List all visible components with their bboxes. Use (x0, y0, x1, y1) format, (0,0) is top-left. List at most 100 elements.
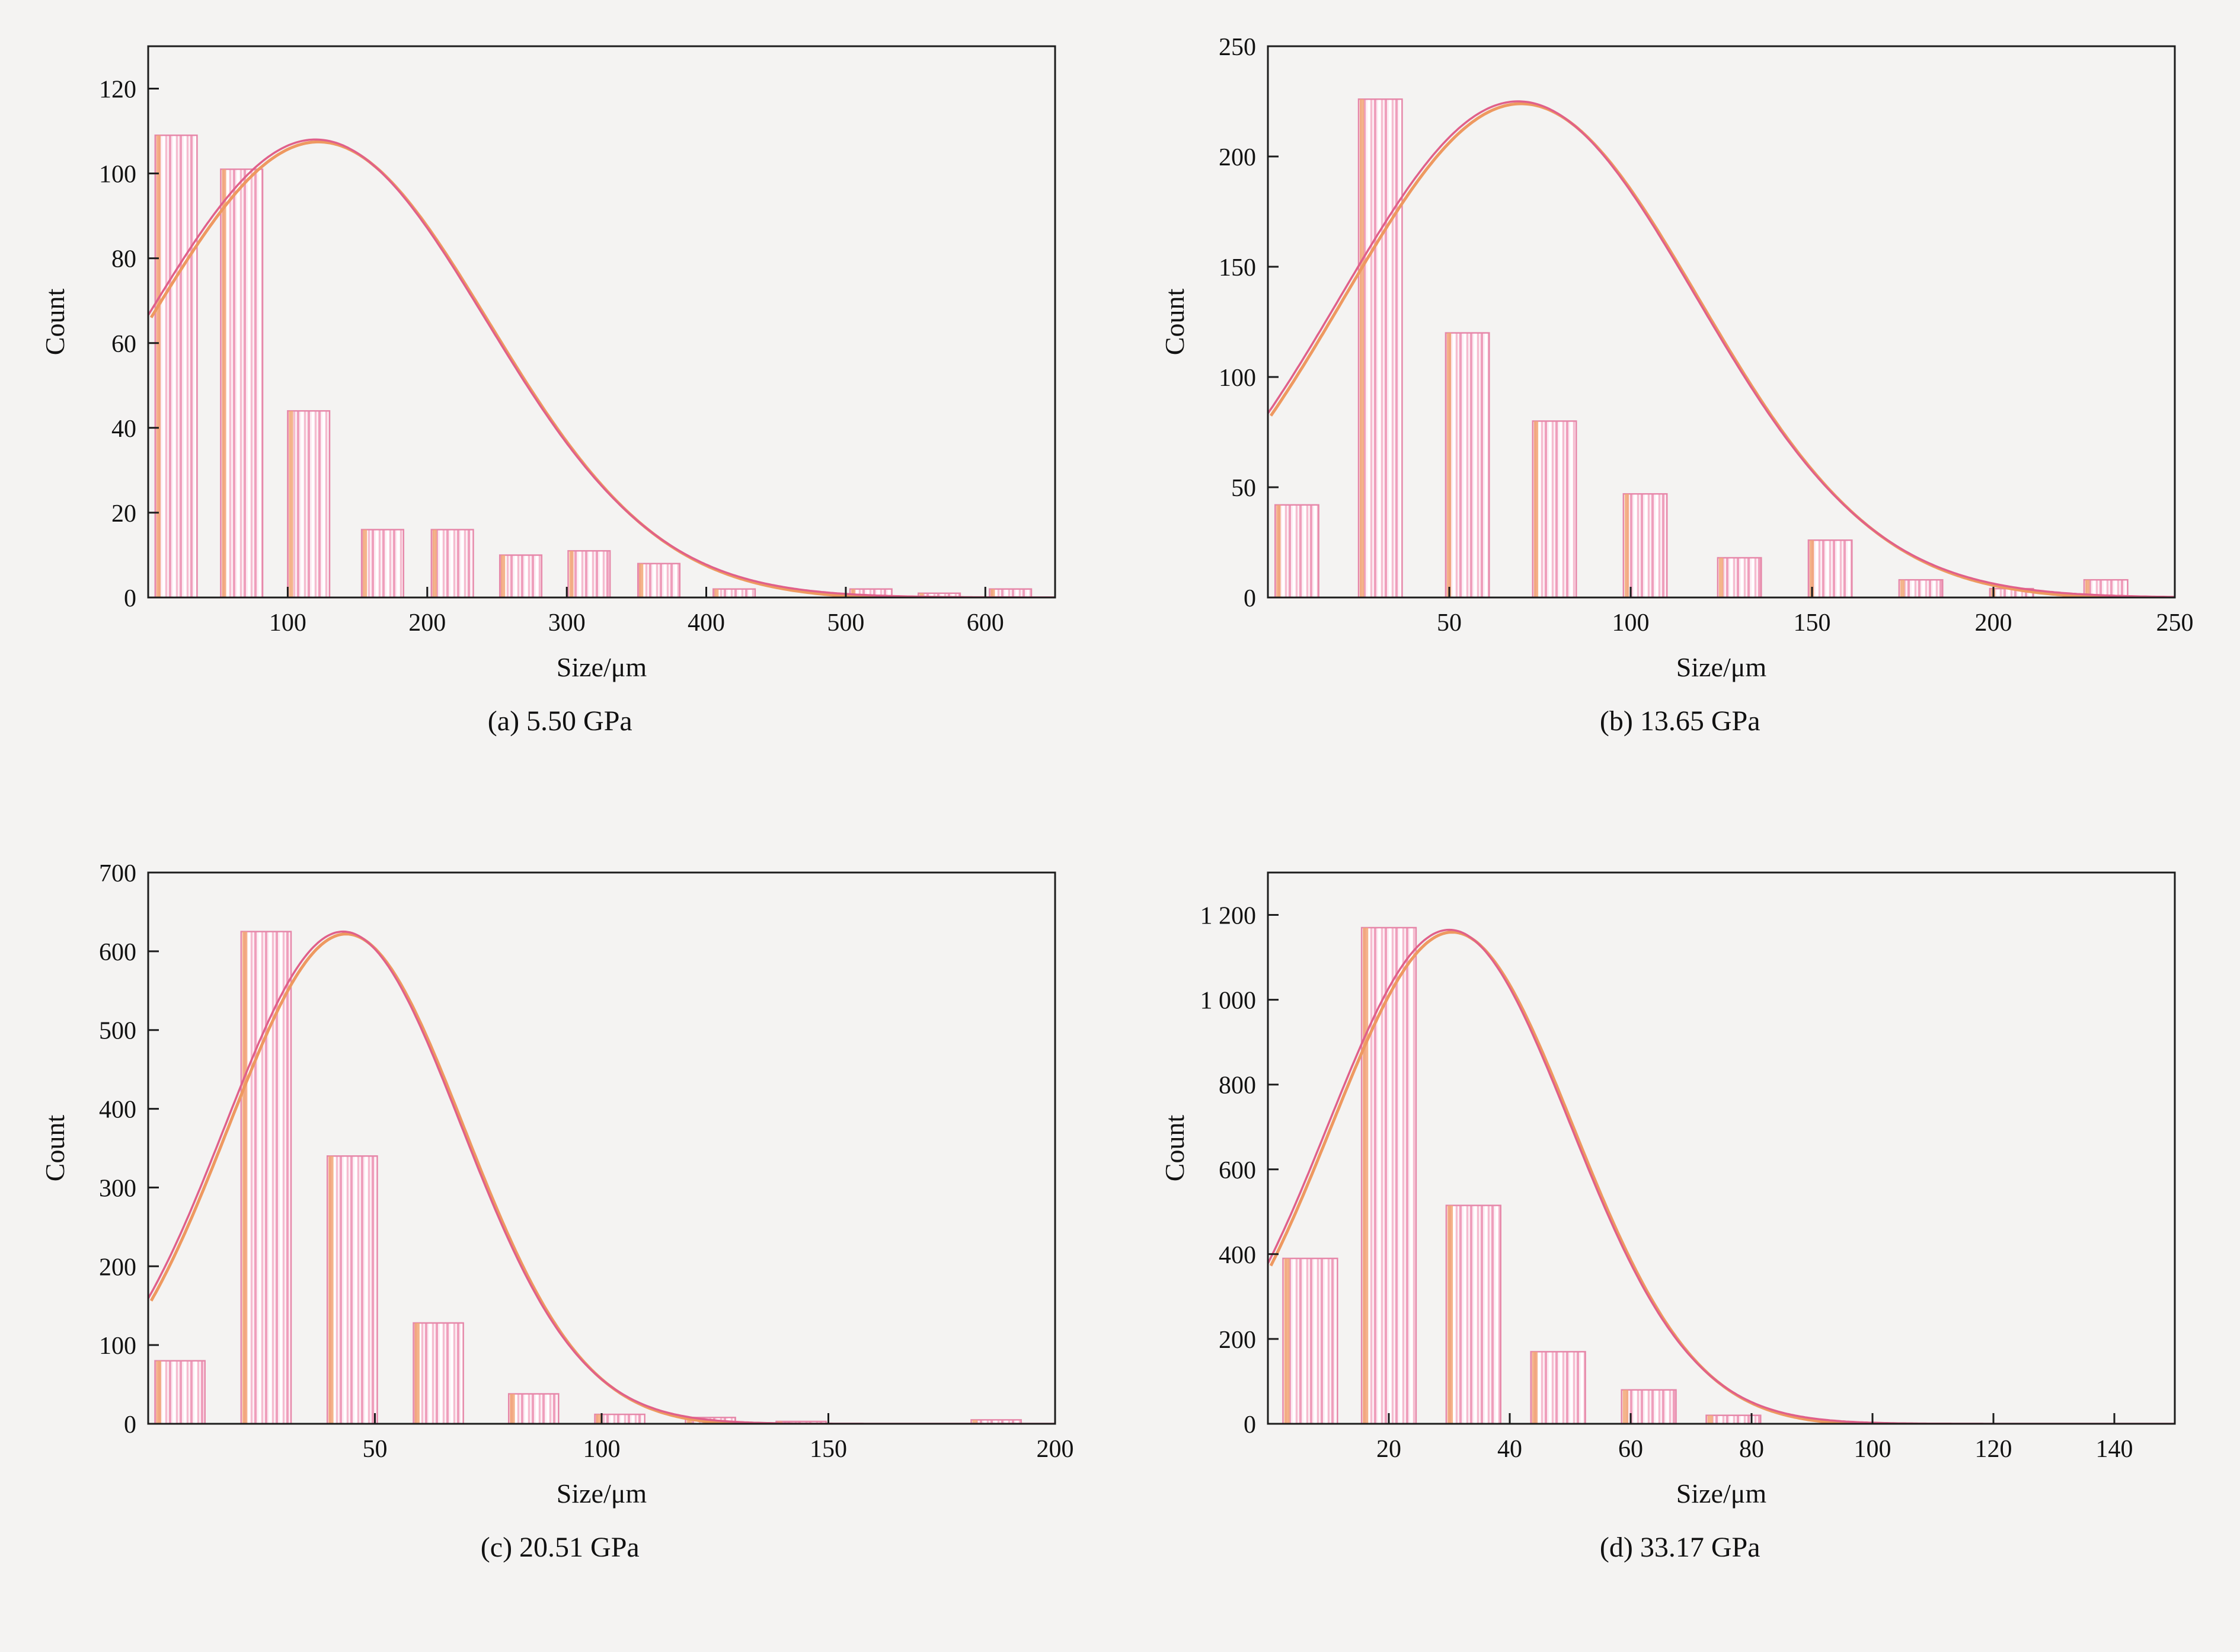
histogram-bar (1898, 579, 1944, 599)
histogram-bar (219, 168, 263, 599)
plot-frame (1267, 45, 2176, 599)
x-tick-label: 100 (269, 609, 306, 637)
x-axis-title: Size/μm (557, 652, 647, 682)
y-tick-label: 1 200 (1200, 902, 1257, 929)
y-tick-label: 600 (1219, 1156, 1256, 1184)
y-axis-title: Count (40, 289, 70, 356)
x-tick-label: 250 (2156, 609, 2194, 637)
x-tick-label: 500 (827, 609, 864, 637)
histogram-bar-orange-stripe (1363, 927, 1369, 1424)
y-axis-title: Count (40, 1114, 70, 1181)
histogram-bar (1445, 332, 1490, 599)
y-axis: 0 100 200 300 400 500 600 700 (99, 860, 159, 1439)
y-tick-label: 0 (124, 585, 136, 612)
histogram-bar-orange-stripe (638, 563, 644, 597)
histogram-bar-orange-stripe (432, 529, 437, 597)
chart-b-canvas: 50 100 150 200 250 0 50 100 150 200 250 Size/μm Coun… (1159, 34, 2194, 682)
y-tick-label: 300 (99, 1175, 136, 1202)
chart-b-caption: (b) 13.65 GPa (1599, 705, 1760, 737)
y-tick-label: 200 (99, 1254, 136, 1281)
histogram-bar-orange-stripe (1719, 558, 1724, 597)
y-tick-label: 100 (99, 161, 136, 188)
histogram-bar-orange-stripe (596, 1414, 601, 1424)
histogram-bar-orange-stripe (1360, 99, 1365, 598)
y-tick-label: 200 (1219, 1326, 1256, 1353)
chart-a-canvas: 100 200 300 400 500 600 0 20 40 60 80 100 120 Size/μm… (40, 45, 1056, 682)
x-tick-label: 100 (1854, 1436, 1891, 1463)
x-axis-title: Size/μm (557, 1478, 647, 1509)
x-tick-label: 200 (1036, 1436, 1073, 1463)
histogram-bar (507, 1392, 560, 1424)
histogram-bar-orange-stripe (1276, 504, 1281, 597)
x-axis: 100 200 300 400 500 600 (269, 587, 1004, 637)
histogram-bar (1282, 1257, 1338, 1424)
fit-curve-layer (148, 930, 1055, 1424)
histogram-bar-orange-stripe (289, 411, 293, 597)
x-axis: 50 100 150 200 (362, 1413, 1073, 1463)
histogram-bar-orange-stripe (1284, 1258, 1290, 1424)
y-axis: 0 50 100 150 200 250 (1219, 34, 1279, 612)
plot-frame (147, 45, 1056, 599)
histogram-bar-orange-stripe (919, 593, 924, 597)
y-tick-label: 0 (124, 1411, 136, 1439)
bars-layer (1274, 98, 2129, 599)
chart-panel-c: 50 100 150 200 0 100 200 300 400 500 600 700 Size/μm… (0, 826, 1120, 1652)
chart-a-caption: (a) 5.50 GPa (487, 705, 632, 737)
y-tick-label: 150 (1219, 254, 1256, 282)
y-axis-title: Count (1159, 289, 1190, 356)
histogram-bar (286, 410, 330, 599)
chart-panel-d: 20 40 60 80 100 120 140 0 200 400 600 800 1 000 1 200… (1120, 826, 2240, 1652)
histogram-bar-orange-stripe (686, 1417, 692, 1424)
histogram-bar-orange-stripe (362, 529, 367, 597)
bars-layer (154, 930, 1022, 1424)
histogram-bar-orange-stripe (509, 1394, 515, 1424)
histogram-bar (1717, 557, 1762, 599)
y-axis: 0 200 400 600 800 1 000 1 200 (1200, 902, 1279, 1439)
y-axis: 0 20 40 60 80 100 120 (99, 76, 159, 612)
x-tick-label: 50 (1437, 609, 1462, 637)
plot-frame (1267, 871, 2176, 1424)
x-tick-label: 100 (583, 1436, 620, 1463)
x-tick-label: 40 (1497, 1436, 1522, 1463)
x-tick-label: 80 (1739, 1436, 1764, 1463)
histogram-bar (360, 529, 404, 599)
y-tick-label: 50 (1231, 475, 1256, 502)
histogram-bar (430, 529, 474, 599)
x-axis-title: Size/μm (1676, 1478, 1767, 1509)
fit-curve-pink (148, 138, 1055, 597)
histogram-bar-orange-stripe (242, 931, 247, 1424)
histogram-bar-orange-stripe (414, 1322, 420, 1424)
chart-panel-a: 100 200 300 400 500 600 0 20 40 60 80 100 120 Size/μm… (0, 0, 1120, 826)
histogram-bar (637, 563, 680, 599)
histogram-bar-orange-stripe (1707, 1415, 1713, 1424)
bars-layer (154, 134, 1033, 599)
histogram-bar (240, 930, 292, 1424)
histogram-bar (1705, 1414, 1762, 1424)
y-tick-label: 600 (99, 938, 136, 966)
histogram-bar (1532, 420, 1577, 599)
x-tick-label: 600 (967, 609, 1004, 637)
histogram-bar (499, 554, 542, 599)
histogram-bar-orange-stripe (1534, 421, 1539, 597)
y-tick-label: 1 000 (1200, 987, 1257, 1014)
x-tick-label: 60 (1618, 1436, 1643, 1463)
y-tick-label: 800 (1219, 1072, 1256, 1099)
histogram-bar-orange-stripe (156, 135, 161, 597)
histogram-bar (154, 134, 198, 599)
histogram-bar (1445, 1204, 1502, 1424)
x-tick-label: 150 (1794, 609, 1831, 637)
histogram-bar-orange-stripe (1447, 333, 1452, 597)
x-tick-label: 200 (408, 609, 446, 637)
histogram-bar-orange-stripe (1532, 1351, 1538, 1424)
histogram-bar (1807, 539, 1853, 599)
chart-c-caption: (c) 20.51 GPa (480, 1531, 640, 1563)
x-axis-title: Size/μm (1676, 652, 1767, 682)
x-tick-label: 120 (1975, 1436, 2012, 1463)
y-tick-label: 400 (99, 1096, 136, 1123)
histogram-bar-orange-stripe (972, 1419, 977, 1424)
histogram-bar (1358, 98, 1403, 599)
histogram-bar-orange-stripe (1447, 1205, 1453, 1424)
x-axis: 20 40 60 80 100 120 140 (1376, 1413, 2133, 1463)
x-tick-label: 150 (810, 1436, 847, 1463)
